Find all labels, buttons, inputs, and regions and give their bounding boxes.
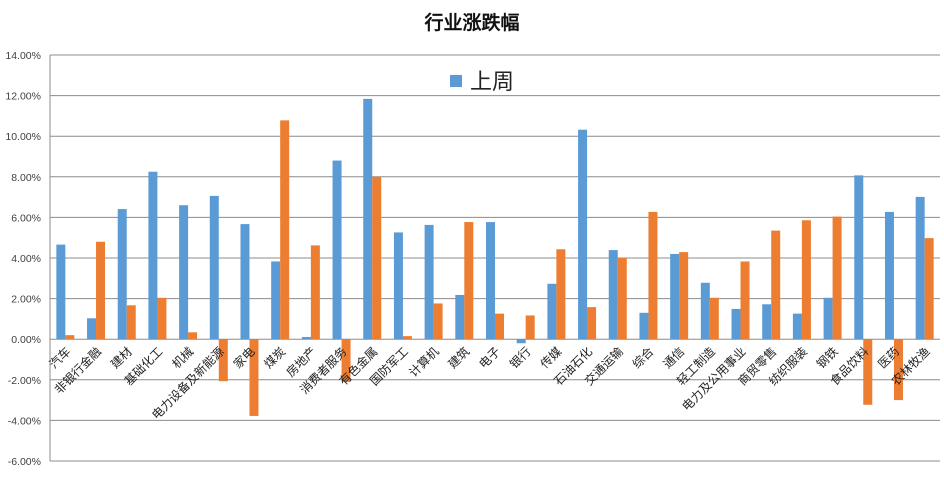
bar-series-2-钢铁 <box>832 216 842 340</box>
bar-series-1-轻工制造 <box>700 282 710 340</box>
x-tick-label: 建筑 <box>445 344 473 372</box>
x-tick-label: 通信 <box>660 344 687 371</box>
bar-series-1-计算机 <box>424 224 434 340</box>
bar-series-1-纺织服装 <box>792 313 802 340</box>
bar-series-1-医药 <box>884 211 894 340</box>
bar-series-1-交通运输 <box>608 250 618 340</box>
y-tick-label: 14.00% <box>5 50 41 62</box>
bar-series-1-钢铁 <box>823 297 833 340</box>
bar-series-1-建筑 <box>455 294 465 340</box>
bar-series-2-电力设备及新能源 <box>218 339 228 382</box>
bar-series-2-食品饮料 <box>863 339 873 405</box>
x-tick-label: 银行 <box>507 344 534 371</box>
bar-series-2-交通运输 <box>617 257 627 340</box>
bar-series-1-国防军工 <box>393 232 403 340</box>
y-tick-label: -6.00% <box>8 456 41 468</box>
bar-series-2-房地产 <box>310 245 320 340</box>
bar-series-2-消费者服务 <box>341 339 351 382</box>
bar-series-1-非银行金融 <box>87 318 97 340</box>
y-tick-label: 2.00% <box>11 294 41 306</box>
y-tick-label: 4.00% <box>11 253 41 265</box>
bar-series-2-电力及公用事业 <box>740 261 750 340</box>
bar-series-2-机械 <box>188 332 198 340</box>
y-tick-label: 12.00% <box>5 91 41 103</box>
bar-series-1-农林牧渔 <box>915 196 925 340</box>
bar-series-1-银行 <box>516 339 526 344</box>
bar-series-2-石油石化 <box>587 307 597 340</box>
bar-series-2-有色金属 <box>372 176 382 340</box>
bar-series-2-传媒 <box>556 249 566 340</box>
bar-series-1-煤炭 <box>271 261 281 340</box>
x-tick-label: 计算机 <box>406 344 442 380</box>
bar-series-2-国防军工 <box>402 336 412 340</box>
bar-series-1-通信 <box>670 253 680 340</box>
bar-series-1-消费者服务 <box>332 160 342 340</box>
bar-series-1-商贸零售 <box>762 304 772 340</box>
bar-series-1-石油石化 <box>578 129 588 340</box>
bar-series-1-食品饮料 <box>854 175 864 340</box>
bar-series-2-家电 <box>249 339 259 416</box>
y-tick-label: -2.00% <box>8 375 41 387</box>
bar-series-2-综合 <box>648 211 658 340</box>
y-tick-label: -4.00% <box>8 415 41 427</box>
bar-series-1-电子 <box>486 222 495 340</box>
bar-series-1-建材 <box>117 209 127 340</box>
bar-series-1-汽车 <box>56 244 66 340</box>
y-tick-label: 8.00% <box>11 172 41 184</box>
bar-series-2-银行 <box>525 315 535 340</box>
bar-series-2-电子 <box>495 313 504 340</box>
legend-swatch-series-1 <box>450 75 462 87</box>
bar-series-1-电力设备及新能源 <box>209 195 219 340</box>
x-tick-label: 电子 <box>476 344 503 371</box>
y-tick-label: 10.00% <box>5 131 41 143</box>
legend: 上周 <box>450 70 514 95</box>
bar-series-2-医药 <box>893 339 903 401</box>
bar-series-1-房地产 <box>301 336 311 340</box>
bar-series-2-建材 <box>126 305 136 340</box>
x-tick-label: 钢铁 <box>814 344 841 371</box>
bar-series-2-农林牧渔 <box>924 238 934 340</box>
bar-series-1-机械 <box>179 205 189 340</box>
y-tick-label: 0.00% <box>11 334 41 346</box>
chart-title: 行业涨跌幅 <box>423 11 519 34</box>
bar-series-2-计算机 <box>433 303 443 340</box>
legend-label-series-1: 上周 <box>470 70 514 95</box>
x-tick-label: 煤炭 <box>261 344 288 371</box>
bar-series-2-轻工制造 <box>709 297 719 340</box>
bar-series-2-建筑 <box>464 222 474 340</box>
bar-series-2-基础化工 <box>157 297 167 340</box>
y-axis-ticks: -6.00% -4.00% -2.00% 0.00% 2.00% 4.00% 6.00% 8.… <box>5 50 41 468</box>
y-tick-label: 6.00% <box>11 212 41 224</box>
x-tick-label: 机械 <box>169 344 197 372</box>
bar-series-2-通信 <box>679 252 689 340</box>
bars <box>56 98 934 416</box>
bar-series-1-综合 <box>639 312 649 340</box>
bar-series-1-有色金属 <box>363 98 373 340</box>
bar-series-1-传媒 <box>547 283 557 340</box>
x-tick-label: 建材 <box>108 344 135 371</box>
bar-series-2-纺织服装 <box>801 220 811 340</box>
bar-series-1-电力及公用事业 <box>731 308 741 340</box>
bar-series-2-商贸零售 <box>771 230 781 340</box>
x-tick-label: 综合 <box>629 344 657 372</box>
bar-series-2-非银行金融 <box>96 241 106 340</box>
bar-series-2-煤炭 <box>280 120 290 340</box>
x-tick-label: 传媒 <box>537 344 565 372</box>
bar-series-1-基础化工 <box>148 171 158 340</box>
bar-series-2-汽车 <box>65 335 75 340</box>
bar-series-1-家电 <box>240 224 250 340</box>
